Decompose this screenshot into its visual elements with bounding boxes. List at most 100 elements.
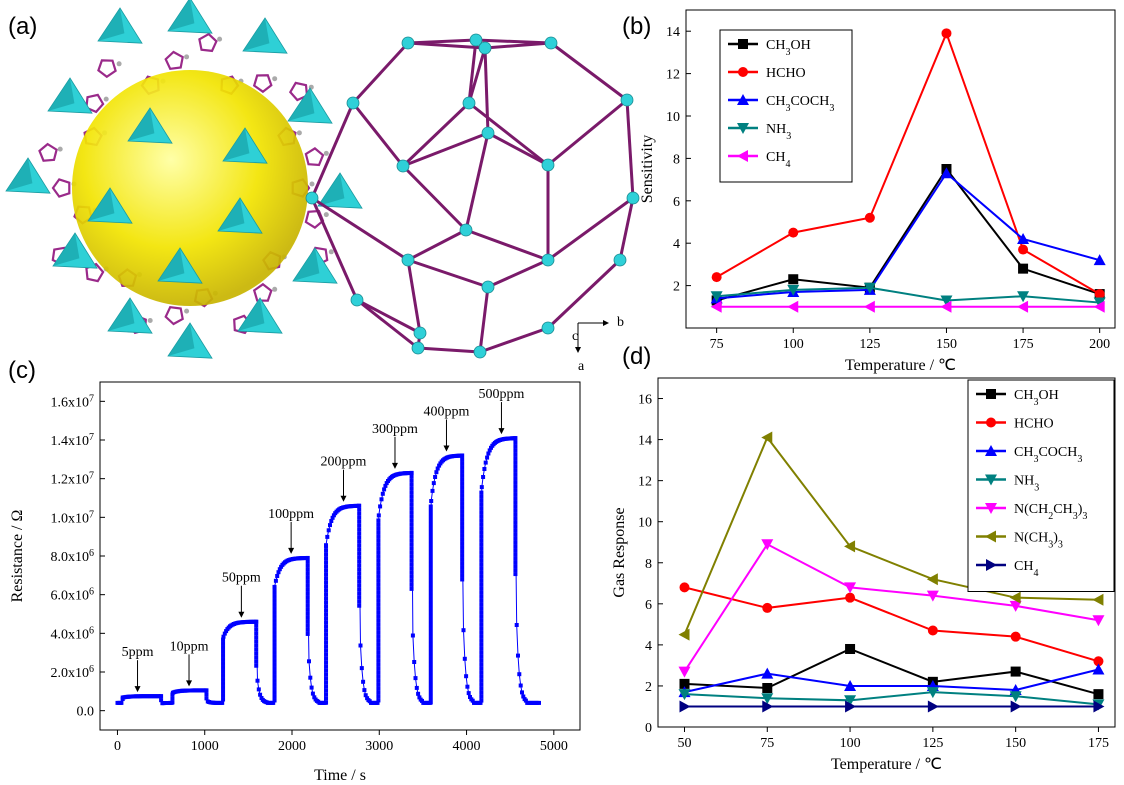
data-point: [460, 465, 465, 470]
data-point: [221, 681, 226, 686]
cage-edge: [547, 196, 634, 262]
data-point: [376, 618, 381, 623]
concentration-label: 400ppm: [424, 404, 470, 419]
data-point: [254, 651, 259, 656]
data-point: [433, 475, 438, 479]
tetrahedron-face: [318, 173, 345, 206]
data-point: [479, 562, 484, 567]
y-tick-label: 2: [673, 280, 680, 295]
legend-marker: [986, 559, 997, 571]
data-point: [410, 633, 415, 638]
x-tick-label: 150: [936, 337, 957, 352]
data-point: [460, 533, 465, 538]
ligand-ring: [164, 306, 184, 326]
data-point: [479, 582, 484, 587]
data-point: [428, 640, 433, 645]
plot-frame: [657, 377, 1116, 728]
data-point: [305, 599, 310, 604]
data-point: [357, 579, 362, 584]
ligand-ring: [164, 50, 184, 70]
ligand-ring: [304, 147, 325, 167]
cage-node: [473, 345, 487, 359]
data-point: [521, 694, 526, 699]
data-point: [409, 538, 414, 543]
data-point: [409, 530, 414, 535]
data-point: [376, 658, 381, 663]
data-point: [357, 603, 362, 608]
data-point: [513, 456, 518, 461]
y-tick-label: 4: [645, 639, 652, 654]
data-point: [428, 580, 433, 585]
annotation-arrowhead: [134, 686, 141, 693]
data-point: [479, 666, 484, 671]
data-point: [357, 575, 362, 580]
data-point: [460, 537, 465, 542]
data-point: [479, 630, 484, 635]
data-point: [376, 678, 381, 683]
data-point: [324, 592, 329, 597]
data-point: [357, 519, 362, 524]
data-point-HCHO: [788, 227, 799, 238]
cage-edge: [487, 131, 549, 167]
data-point: [409, 490, 414, 495]
cage-edge: [550, 41, 628, 102]
data-point: [376, 602, 381, 607]
cage-node: [469, 33, 483, 47]
data-point: [409, 486, 414, 491]
data-point: [305, 555, 310, 560]
tetrahedron-face: [243, 18, 270, 51]
data-point: [479, 518, 484, 523]
data-point: [376, 570, 381, 575]
data-point: [376, 546, 381, 551]
plot-frame: [685, 9, 1116, 329]
atom: [116, 61, 122, 67]
cage-node: [613, 253, 627, 267]
legend-label: CH3COCH3: [766, 94, 834, 114]
data-point: [513, 448, 518, 453]
cage-edge: [468, 101, 549, 167]
cage-node: [411, 341, 425, 355]
data-point: [276, 570, 281, 575]
data-point-NH3: [761, 693, 774, 705]
data-point: [409, 514, 414, 519]
data-point: [409, 566, 414, 571]
data-point: [221, 649, 226, 654]
atom: [184, 308, 190, 314]
cage-edge: [310, 197, 359, 301]
series-line-CH3OH: [716, 167, 1100, 302]
data-point: [254, 655, 259, 660]
data-point-NH3: [710, 291, 723, 303]
data-point: [485, 455, 490, 460]
data-point: [376, 598, 381, 603]
data-point: [324, 624, 329, 629]
data-point: [376, 610, 381, 615]
annotation-arrowhead: [443, 445, 450, 452]
data-point: [516, 653, 520, 658]
y-tick-label: 12: [638, 475, 652, 490]
data-point: [376, 646, 381, 651]
data-point: [357, 515, 362, 520]
tetrahedron-face: [158, 248, 185, 281]
data-point: [272, 630, 277, 635]
data-point: [479, 586, 484, 591]
y-tick-label: 1.0x107: [51, 509, 95, 527]
data-point: [272, 606, 277, 611]
data-point: [324, 576, 329, 581]
y-tick-label: 2.0x106: [51, 664, 95, 682]
data-point: [479, 542, 484, 547]
data-point: [428, 600, 433, 605]
data-point: [272, 614, 277, 619]
data-point: [479, 485, 484, 490]
cage-edge: [407, 228, 467, 262]
cage-node: [459, 223, 473, 237]
data-point: [325, 534, 330, 539]
data-point: [254, 639, 259, 644]
y-axis-label: Gas Response: [611, 507, 628, 597]
ligand-ring: [38, 142, 58, 162]
cage-edge: [547, 98, 628, 167]
data-point: [513, 468, 518, 473]
legend-marker: [985, 474, 997, 486]
data-point: [258, 692, 263, 697]
data-point: [376, 630, 381, 635]
data-point: [460, 521, 465, 526]
